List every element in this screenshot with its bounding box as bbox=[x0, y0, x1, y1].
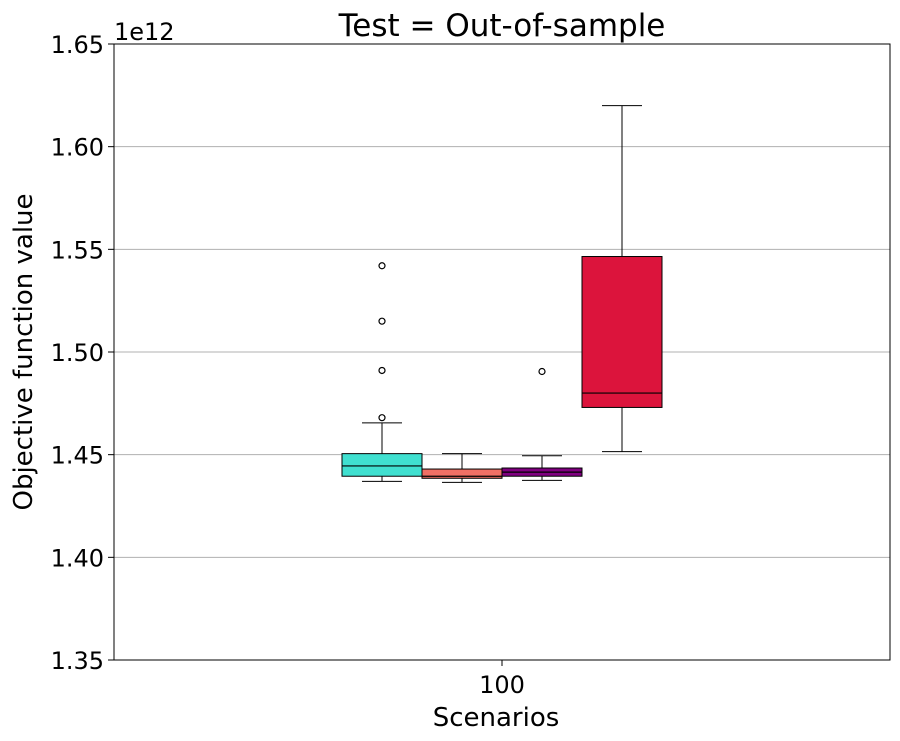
outlier-point bbox=[378, 366, 386, 375]
x-axis-label: Scenarios bbox=[433, 703, 560, 733]
grid-lines bbox=[114, 146, 890, 558]
box-body bbox=[421, 468, 503, 479]
y-tick-label: 1.65 bbox=[51, 31, 104, 59]
box-group bbox=[421, 453, 503, 483]
outlier-point bbox=[378, 317, 386, 325]
y-tick-label: 1.35 bbox=[51, 647, 104, 675]
box-group bbox=[581, 105, 663, 453]
y-axis-label: Objective function value bbox=[9, 193, 39, 510]
box-group bbox=[501, 367, 583, 481]
chart-title: Test = Out-of-sample bbox=[338, 8, 666, 44]
boxes bbox=[341, 105, 663, 483]
box-body bbox=[581, 256, 663, 408]
outlier-point bbox=[378, 414, 386, 422]
axis-ticks: 1.35 1.40 1.45 1.50 1.55 1.60 1.65 100 bbox=[51, 31, 525, 699]
box-group bbox=[341, 262, 423, 482]
y-offset-label: 1e12 bbox=[114, 18, 175, 46]
y-tick-label: 1.40 bbox=[51, 544, 104, 572]
outlier-point bbox=[378, 262, 386, 270]
box-body bbox=[341, 453, 423, 477]
x-tick-label: 100 bbox=[479, 671, 525, 699]
y-tick-label: 1.55 bbox=[51, 236, 104, 264]
y-tick-label: 1.60 bbox=[51, 134, 104, 162]
y-tick-label: 1.45 bbox=[51, 442, 104, 470]
outlier-point bbox=[538, 367, 546, 376]
y-tick-label: 1.50 bbox=[51, 339, 104, 367]
